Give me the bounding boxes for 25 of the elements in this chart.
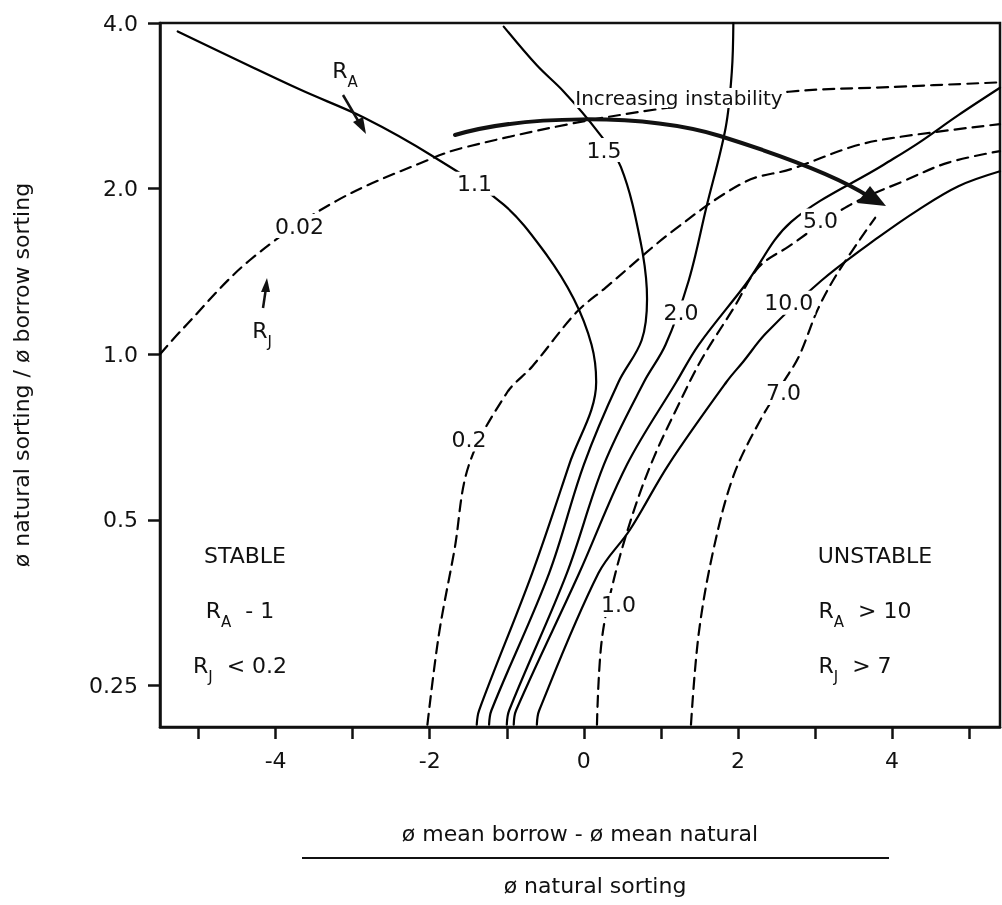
annotation: 1.5	[586, 137, 622, 163]
y-tick-label: 1.0	[103, 341, 138, 367]
annotation: 2.0	[663, 300, 699, 326]
annotation: 1.1	[456, 171, 492, 197]
x-tick-label: -4	[264, 747, 287, 773]
y-tick-label: 0.5	[103, 507, 138, 533]
x-tick-label: 4	[885, 747, 900, 773]
x-axis-title: ø mean borrow - ø mean natural	[401, 820, 759, 846]
x-tick-label: -2	[418, 747, 441, 773]
annotation: STABLE	[204, 542, 286, 568]
annotation: Increasing instability	[575, 86, 783, 110]
annotation: 10.0	[764, 290, 814, 316]
text: ø natural sorting	[503, 872, 687, 898]
annotation: 5.0	[802, 207, 838, 233]
annotation: 0.2	[451, 426, 487, 452]
annotation: 7.0	[765, 380, 801, 406]
annotation: 1.0	[601, 592, 637, 618]
y-tick-label: 0.25	[89, 672, 138, 698]
y-axis-title: ø natural sorting / ø borrow sorting	[8, 182, 34, 568]
y-tick-label: 2.0	[103, 176, 138, 202]
annotation: UNSTABLE	[817, 542, 933, 568]
y-tick-label: 4.0	[103, 10, 138, 36]
annotation: 0.02	[274, 213, 324, 239]
x-tick-label: 0	[576, 747, 591, 773]
x-tick-label: 2	[730, 747, 745, 773]
